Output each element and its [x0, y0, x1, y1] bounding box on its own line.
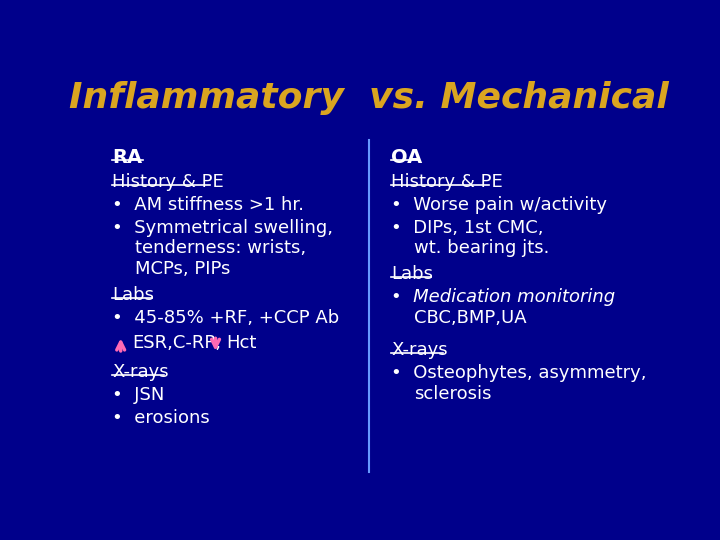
Text: •  Osteophytes, asymmetry,: • Osteophytes, asymmetry, — [392, 364, 647, 382]
Text: •  Worse pain w/activity: • Worse pain w/activity — [392, 196, 607, 214]
Text: •  45-85% +RF, +CCP Ab: • 45-85% +RF, +CCP Ab — [112, 309, 340, 327]
Text: •  AM stiffness >1 hr.: • AM stiffness >1 hr. — [112, 196, 305, 214]
Text: wt. bearing jts.: wt. bearing jts. — [414, 239, 549, 258]
Text: Labs: Labs — [392, 265, 433, 283]
Text: •  Medication monitoring: • Medication monitoring — [392, 288, 616, 306]
Text: RA: RA — [112, 148, 143, 167]
Text: MCPs, PIPs: MCPs, PIPs — [135, 260, 230, 278]
Text: •  erosions: • erosions — [112, 409, 210, 427]
Text: CBC,BMP,UA: CBC,BMP,UA — [414, 309, 526, 327]
Text: Inflammatory  vs. Mechanical: Inflammatory vs. Mechanical — [69, 82, 669, 116]
Text: •  JSN: • JSN — [112, 386, 165, 404]
Text: History & PE: History & PE — [112, 173, 224, 191]
Text: Hct: Hct — [227, 334, 257, 352]
Text: X-rays: X-rays — [392, 341, 448, 359]
Text: X-rays: X-rays — [112, 363, 169, 381]
Text: •  DIPs, 1st CMC,: • DIPs, 1st CMC, — [392, 219, 544, 237]
Text: sclerosis: sclerosis — [414, 385, 491, 403]
Text: History & PE: History & PE — [392, 173, 503, 191]
Text: tenderness: wrists,: tenderness: wrists, — [135, 239, 306, 258]
Text: Labs: Labs — [112, 286, 154, 304]
Text: •  Symmetrical swelling,: • Symmetrical swelling, — [112, 219, 333, 237]
Text: ESR,C-RP,: ESR,C-RP, — [132, 334, 221, 352]
Text: OA: OA — [392, 148, 423, 167]
